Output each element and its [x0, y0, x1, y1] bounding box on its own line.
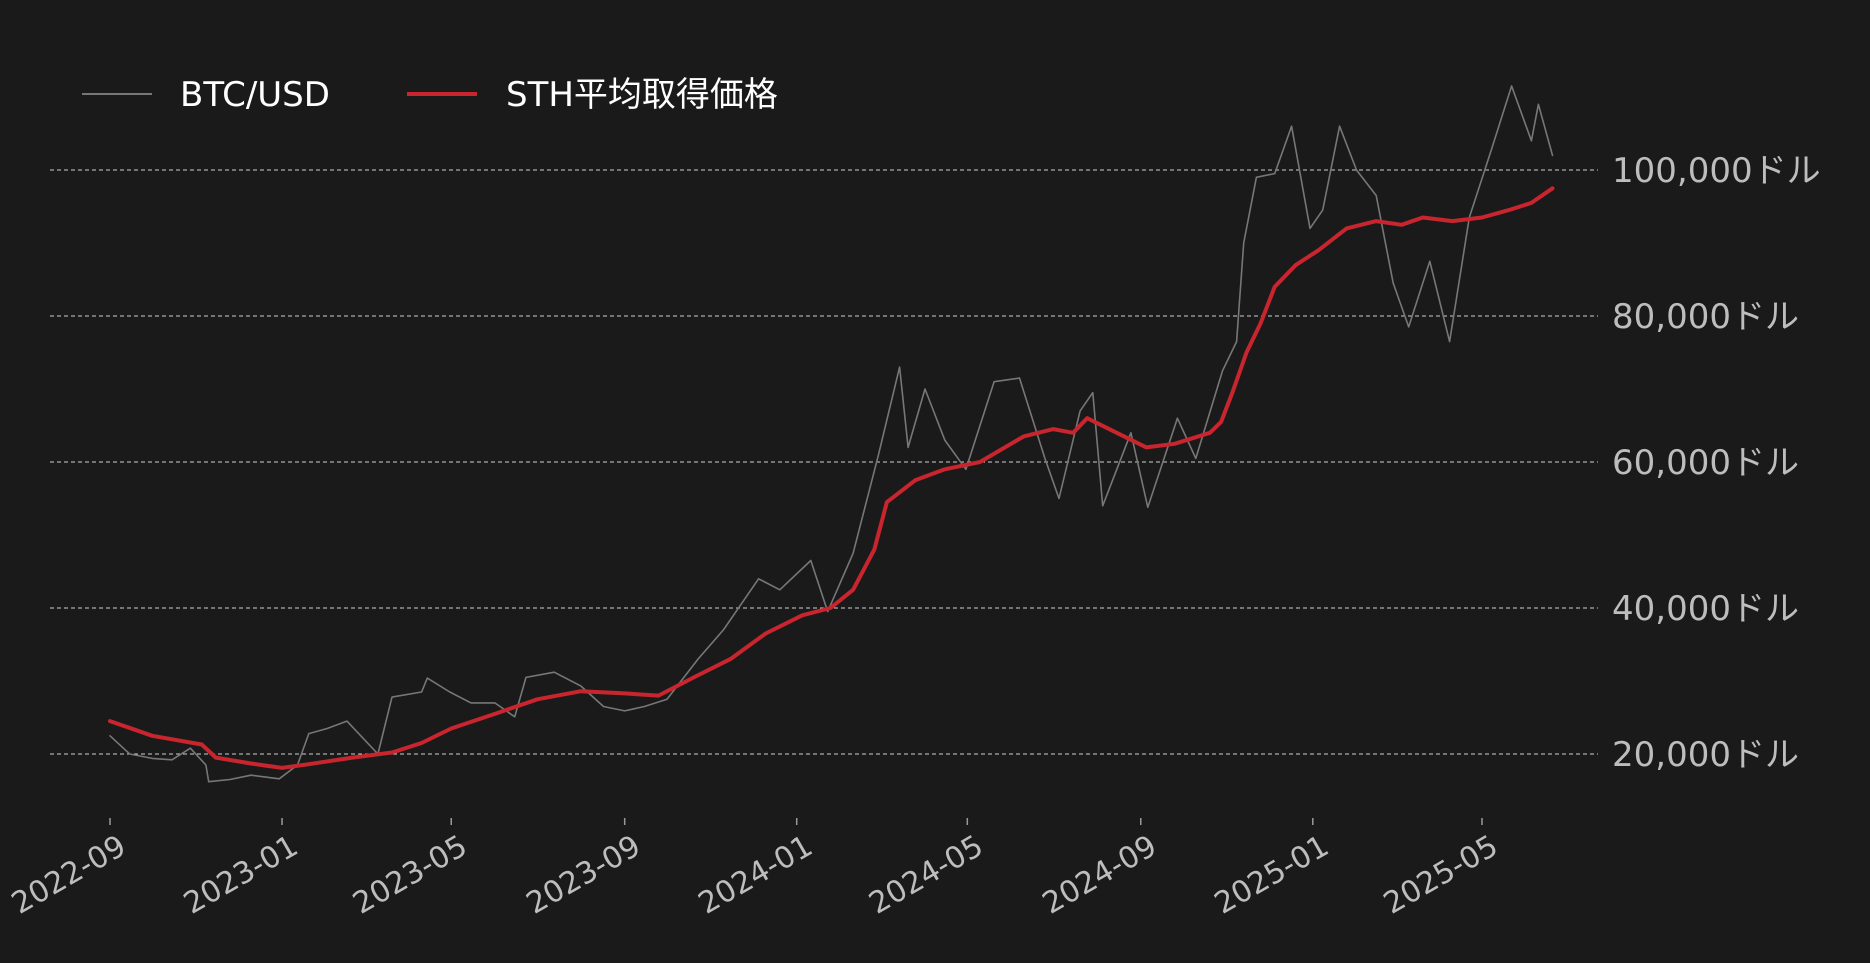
x-tick-label-2024-01: 2024-01	[693, 829, 819, 922]
x-tick-label-2025-01: 2025-01	[1209, 829, 1335, 922]
series-line-sth-cost-basis	[108, 186, 1555, 770]
x-tick-label-2023-01: 2023-01	[178, 829, 304, 922]
x-tick-label-2024-05: 2024-05	[863, 829, 989, 922]
legend: BTC/USD STH平均取得価格	[82, 75, 778, 115]
series-layer	[108, 85, 1555, 783]
x-tick-label-2025-05: 2025-05	[1378, 829, 1504, 922]
y-tick-label-60000: 60,000ドル	[1612, 443, 1799, 483]
legend-label-btc-usd: BTC/USD	[180, 75, 330, 115]
x-axis-ticks: 2022-09 2023-01 2023-05 2023-09 2024-01 2024-…	[6, 818, 1504, 922]
y-tick-label-100000: 100,000ドル	[1612, 151, 1821, 191]
legend-label-sth-cost-basis: STH平均取得価格	[506, 75, 778, 115]
x-tick-label-2024-09: 2024-09	[1037, 829, 1163, 922]
gridlines	[50, 169, 1598, 755]
x-tick-label-2023-09: 2023-09	[521, 829, 647, 922]
x-tick-label-2023-05: 2023-05	[347, 829, 473, 922]
series-0	[109, 85, 1554, 783]
y-axis-tick-labels: 20,000ドル 40,000ドル 60,000ドル 80,000ドル 100,000ド…	[1612, 151, 1821, 775]
x-tick-label-2022-09: 2022-09	[6, 829, 132, 922]
y-tick-label-40000: 40,000ドル	[1612, 589, 1799, 629]
y-tick-label-20000: 20,000ドル	[1612, 735, 1799, 775]
series-line-btc-usd	[109, 85, 1554, 783]
series-1	[108, 186, 1555, 770]
y-tick-label-80000: 80,000ドル	[1612, 297, 1799, 337]
